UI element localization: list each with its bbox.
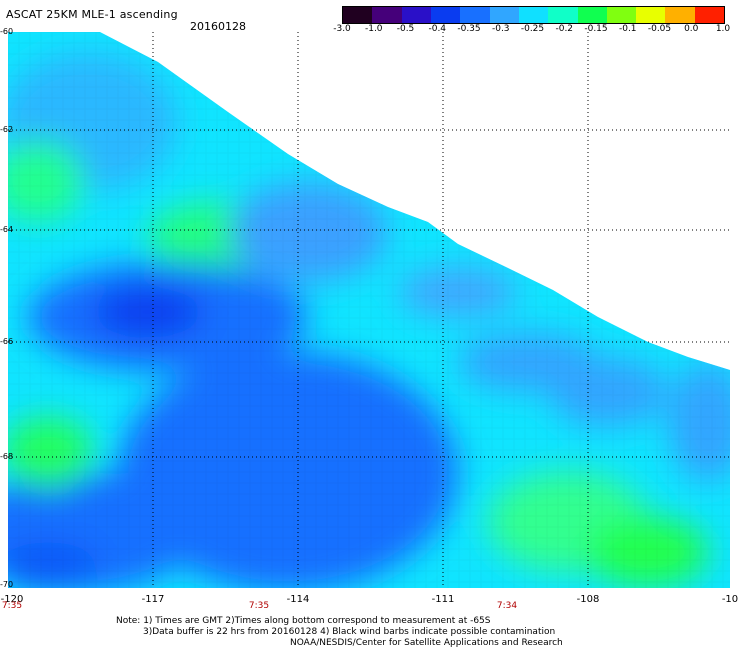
lat-label: -66 (0, 337, 14, 346)
time-label: 7:35 (1, 601, 23, 611)
color-scale-swatch (460, 7, 490, 23)
footnote-line-2: 3)Data buffer is 22 hrs from 20160128 4)… (143, 627, 556, 637)
map-date: 20160128 (190, 20, 246, 33)
color-scale-label: -0.5 (396, 24, 415, 34)
color-scale-swatch (489, 7, 519, 23)
color-scale-label: -0.3 (491, 24, 510, 34)
color-scale-swatch (518, 7, 549, 23)
color-scale-label: -1.0 (364, 24, 383, 34)
color-scale-swatch (606, 7, 637, 23)
color-scale-swatch (636, 7, 666, 23)
color-scale-swatch (694, 7, 725, 23)
lat-label: -62 (0, 125, 14, 134)
color-scale-bar (342, 6, 725, 24)
lon-label: -117 (141, 594, 165, 605)
color-scale-swatch (401, 7, 431, 23)
map-title: ASCAT 25KM MLE-1 ascending (6, 8, 178, 21)
scatterometer-map (8, 32, 730, 588)
lat-label: -68 (0, 452, 14, 461)
time-label: 7:35 (248, 601, 270, 611)
color-scale-label: -0.35 (457, 24, 481, 34)
color-scale-label: -0.1 (618, 24, 637, 34)
color-scale-label: -0.2 (555, 24, 574, 34)
lon-label: -108 (576, 594, 600, 605)
lon-label: -120 (0, 594, 24, 605)
color-scale-label: 1.0 (715, 24, 731, 34)
graticule (8, 32, 730, 588)
lon-label: -111 (431, 594, 455, 605)
color-scale-swatch (430, 7, 461, 23)
color-scale-label: -0.05 (647, 24, 672, 34)
color-scale-label: -0.15 (584, 24, 608, 34)
color-scale-swatch (548, 7, 578, 23)
lon-label: -114 (286, 594, 310, 605)
color-scale-label: -3.0 (333, 24, 351, 34)
footnote-line-1: Note: 1) Times are GMT 2)Times along bot… (116, 616, 491, 626)
color-scale-swatch (577, 7, 607, 23)
lat-label: -60 (0, 27, 14, 36)
lat-label: -70 (0, 580, 14, 589)
color-scale-label: -0.25 (520, 24, 545, 34)
color-scale-swatch (372, 7, 402, 23)
color-scale-label: -0.4 (428, 24, 447, 34)
lat-label: -64 (0, 225, 14, 234)
color-scale-label: 0.0 (684, 24, 699, 34)
color-scale-labels: -3.0 -1.0 -0.5 -0.4 -0.35 -0.3 -0.25 -0.2 -0.15-… (330, 24, 740, 36)
color-scale-swatch (343, 7, 373, 23)
time-label: 7:34 (496, 601, 518, 611)
lon-label: -10 (721, 594, 739, 605)
footnote-line-3: NOAA/NESDIS/Center for Satellite Applica… (290, 638, 563, 648)
color-scale-swatch (665, 7, 695, 23)
